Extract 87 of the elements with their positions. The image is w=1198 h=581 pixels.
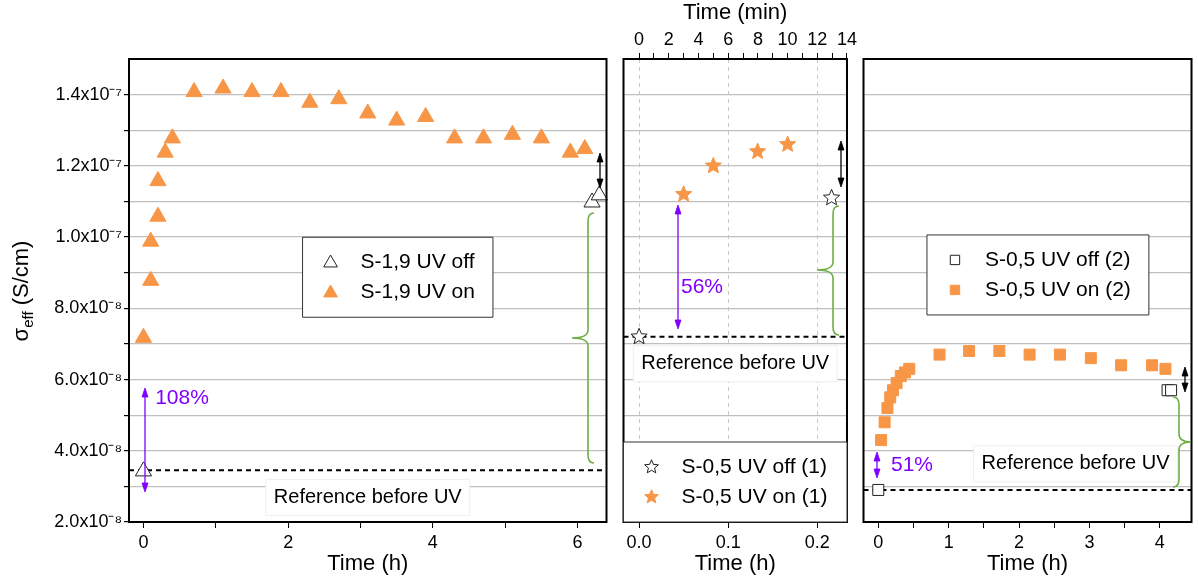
point xyxy=(185,82,203,98)
point xyxy=(878,416,891,429)
annotation: 108% xyxy=(155,384,209,408)
point xyxy=(532,128,550,144)
y-tick-label: 4.0x10⁻⁸ xyxy=(54,439,122,460)
ref-line-label: Reference before UV xyxy=(641,351,830,374)
point xyxy=(359,103,377,119)
x-tick-label: 4 xyxy=(1154,531,1165,552)
legend-label: S-0,5 UV off (1) xyxy=(681,453,828,477)
point xyxy=(993,345,1006,358)
x2-tick-label: 14 xyxy=(836,29,857,50)
point xyxy=(630,327,648,345)
point xyxy=(872,483,885,496)
point xyxy=(1115,359,1128,372)
y-tick-label: 2.0x10⁻⁸ xyxy=(54,510,122,531)
legend-label: S-0,5 UV on (1) xyxy=(681,483,828,507)
x2-tick-label: 2 xyxy=(663,29,674,50)
point xyxy=(881,402,894,415)
y-tick-label: 1.0x10⁻⁷ xyxy=(55,226,122,247)
point xyxy=(779,135,797,152)
x-tick-label: 1 xyxy=(943,531,954,552)
point xyxy=(933,348,946,361)
point xyxy=(1159,362,1172,375)
point xyxy=(417,106,435,123)
x-tick-label: 0.1 xyxy=(715,531,741,552)
x-tick-label: 2 xyxy=(1014,531,1025,552)
x-tick-label: 0 xyxy=(138,531,149,552)
point xyxy=(243,82,261,98)
point xyxy=(142,270,160,286)
x-tick-label: 2 xyxy=(283,531,294,552)
x2-tick-label: 12 xyxy=(807,29,828,50)
point xyxy=(134,327,153,343)
point xyxy=(903,362,916,375)
point xyxy=(1165,384,1178,397)
point xyxy=(388,110,406,126)
annotation: 56% xyxy=(680,273,724,297)
ref-line-label: Reference before UV xyxy=(981,451,1171,474)
point xyxy=(474,128,493,144)
point xyxy=(1023,348,1036,361)
x-tick-label: 3 xyxy=(1084,531,1095,552)
point xyxy=(561,142,579,158)
x2-tick-label: 10 xyxy=(777,29,798,50)
point xyxy=(590,185,608,201)
y-tick-label: 8.0x10⁻⁸ xyxy=(54,297,122,318)
point xyxy=(675,185,693,202)
x-axis-title: Time (h) xyxy=(327,549,409,575)
x-tick-label: 0.2 xyxy=(804,531,830,552)
legend-label: S-0,5 UV on (2) xyxy=(984,276,1131,300)
point xyxy=(704,156,722,174)
point xyxy=(149,171,167,187)
point xyxy=(503,124,522,140)
x-tick-label: 0.0 xyxy=(626,531,652,552)
point xyxy=(822,188,841,206)
y-tick-label: 1.2x10⁻⁷ xyxy=(55,154,122,175)
legend-label: S-1,9 UV off xyxy=(360,249,475,273)
legend-label: S-0,5 UV off (2) xyxy=(984,246,1131,270)
point xyxy=(875,434,888,447)
point xyxy=(272,82,290,98)
point xyxy=(301,92,319,108)
annotation: 51% xyxy=(890,451,934,475)
point xyxy=(156,142,174,158)
x2-tick-label: 0 xyxy=(634,29,645,50)
point xyxy=(214,78,232,94)
legend-label: S-1,9 UV on xyxy=(360,279,475,303)
point xyxy=(142,231,160,247)
x-axis-title: Time (h) xyxy=(694,549,776,575)
point xyxy=(749,142,767,159)
point xyxy=(963,345,976,358)
point xyxy=(445,128,464,144)
x2-tick-label: 6 xyxy=(723,29,734,50)
point xyxy=(1084,352,1097,365)
x-tick-label: 0 xyxy=(873,531,884,552)
x-tick-label: 4 xyxy=(427,531,438,552)
x2-tick-label: 4 xyxy=(693,29,704,50)
point xyxy=(163,128,181,144)
point xyxy=(576,139,594,155)
point xyxy=(1146,359,1159,372)
x2-axis-title: Time (min) xyxy=(683,0,788,25)
x-tick-label: 6 xyxy=(572,531,583,552)
ref-line-label: Reference before UV xyxy=(273,484,463,507)
y-tick-label: 6.0x10⁻⁸ xyxy=(54,368,122,389)
y-tick-label: 1.4x10⁻⁷ xyxy=(55,83,122,104)
x2-tick-label: 8 xyxy=(752,29,763,50)
point xyxy=(1053,348,1066,361)
point xyxy=(330,89,348,105)
x-axis-title: Time (h) xyxy=(986,549,1069,575)
point xyxy=(149,206,167,222)
